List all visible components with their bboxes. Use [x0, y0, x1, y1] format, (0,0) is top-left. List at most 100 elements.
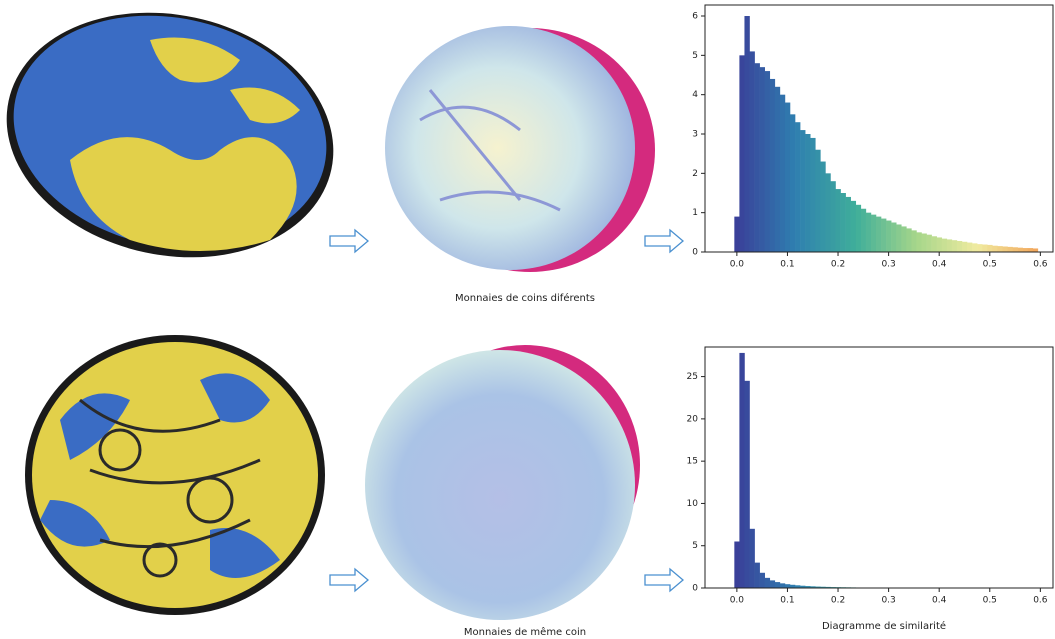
bar [734, 216, 740, 252]
x-tick-label: 0.3 [881, 260, 895, 270]
bar [941, 238, 948, 252]
bar [845, 196, 851, 252]
bar [896, 224, 902, 252]
caption: Monnaies de même coin [464, 626, 586, 638]
bar [825, 173, 831, 252]
y-tick-label: 1 [692, 208, 698, 218]
bar [825, 586, 831, 588]
bar [795, 122, 801, 253]
bar [1032, 248, 1039, 252]
bar [972, 243, 978, 252]
bar [850, 200, 857, 252]
bar [820, 586, 826, 588]
y-tick-label: 0 [692, 584, 698, 594]
bar [906, 228, 912, 252]
bar [997, 246, 1003, 252]
bar [759, 572, 765, 588]
bar [744, 16, 750, 252]
bar [754, 63, 760, 252]
x-tick-label: 0.4 [932, 260, 947, 270]
bar [784, 584, 791, 588]
bar [982, 244, 988, 252]
bar [784, 102, 791, 252]
bar [739, 55, 745, 252]
bar [840, 193, 846, 252]
x-tick-label: 0.2 [831, 596, 845, 606]
axes-frame [704, 4, 1054, 253]
x-tick-label: 0.5 [983, 260, 997, 270]
bar [815, 149, 821, 252]
arrows [329, 228, 685, 593]
y-tick-label: 2 [692, 169, 698, 179]
bar [921, 233, 927, 252]
bar [926, 234, 932, 252]
bar [810, 137, 816, 252]
bar [769, 580, 776, 588]
bar [800, 130, 806, 252]
bar [875, 216, 882, 252]
bar [961, 241, 968, 252]
bar [805, 134, 811, 252]
bar [936, 237, 943, 252]
bar [734, 541, 740, 588]
bar [987, 244, 993, 252]
bar [1002, 246, 1008, 252]
bar [749, 51, 755, 252]
bar [835, 189, 841, 252]
x-tick-label: 0.2 [831, 260, 845, 270]
x-tick-label: 0.6 [1033, 596, 1048, 606]
bar [769, 78, 776, 252]
bar [739, 352, 745, 588]
bar [779, 94, 786, 252]
coin-image [6, 12, 334, 258]
coin-image [25, 335, 325, 615]
bar [860, 208, 867, 252]
x-tick-label: 0.3 [881, 596, 895, 606]
bar [1012, 247, 1018, 252]
y-tick-label: 25 [687, 372, 698, 382]
bar [951, 240, 958, 252]
bar [891, 222, 897, 252]
bar [764, 71, 771, 252]
bar [1027, 248, 1034, 252]
bar [810, 586, 816, 588]
bar [911, 230, 917, 252]
bar [1017, 247, 1023, 252]
bar [759, 67, 765, 252]
bar [931, 236, 937, 252]
bar [800, 585, 806, 588]
axes-frame [704, 346, 1054, 589]
y-tick-label: 5 [692, 541, 698, 551]
bar [754, 562, 760, 588]
caption: Monnaies de coins diférents [455, 292, 595, 304]
x-tick-label: 0.0 [730, 260, 745, 270]
bar [865, 212, 872, 252]
y-tick-label: 4 [692, 90, 698, 100]
bar [977, 244, 983, 252]
x-tick-label: 0.1 [780, 596, 794, 606]
bar [870, 214, 877, 252]
bar [795, 585, 801, 588]
bar [744, 380, 750, 588]
y-tick-label: 5 [692, 51, 698, 61]
bar [886, 220, 892, 252]
y-tick-label: 0 [692, 248, 698, 258]
bar [764, 577, 771, 588]
bar [956, 240, 963, 252]
bar [881, 218, 887, 252]
bar [967, 242, 973, 252]
x-tick-label: 0.4 [932, 596, 947, 606]
bar [1022, 248, 1029, 252]
y-tick-label: 10 [687, 499, 699, 509]
heatmap-image [385, 26, 655, 272]
bar [774, 582, 781, 588]
x-tick-label: 0.1 [780, 260, 794, 270]
y-tick-label: 6 [692, 12, 698, 22]
bar [774, 86, 781, 252]
bar [946, 239, 953, 252]
bar [855, 204, 862, 252]
bar [992, 245, 998, 252]
y-tick-label: 15 [687, 457, 698, 467]
x-axis-label: Diagramme de similarité [822, 620, 946, 632]
